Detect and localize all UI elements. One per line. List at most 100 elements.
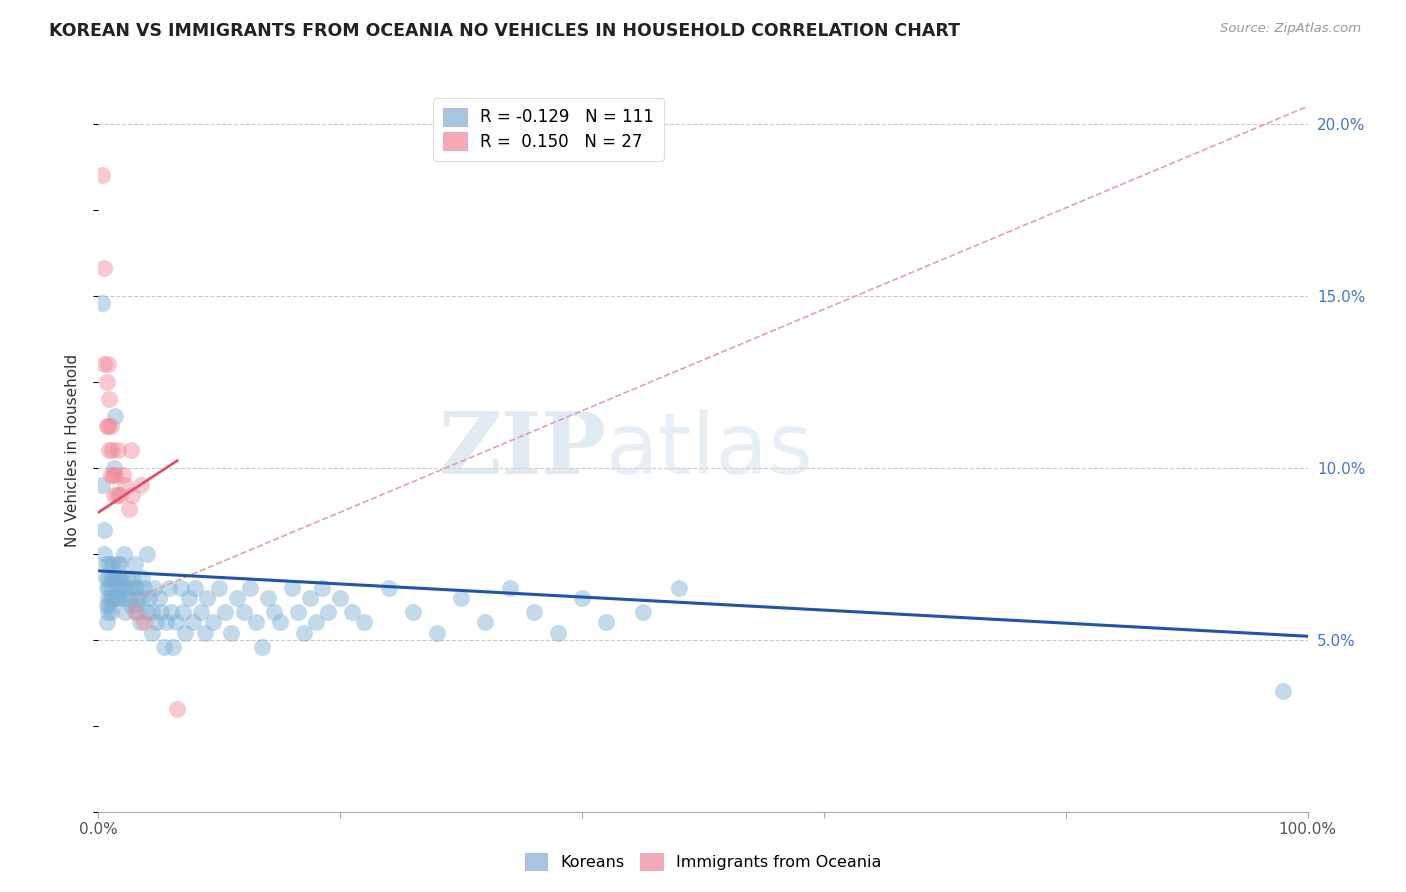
Point <box>287 605 309 619</box>
Point <box>103 571 125 585</box>
Point <box>103 460 125 475</box>
Point <box>166 701 188 715</box>
Point <box>571 591 593 606</box>
Point <box>98 443 121 458</box>
Point <box>245 615 267 630</box>
Point <box>98 392 121 406</box>
Point <box>118 502 141 516</box>
Point <box>202 615 225 630</box>
Point <box>1272 684 1295 698</box>
Point <box>145 615 167 630</box>
Point <box>214 605 236 619</box>
Point <box>121 488 143 502</box>
Point <box>631 605 654 619</box>
Text: Source: ZipAtlas.com: Source: ZipAtlas.com <box>1220 22 1361 36</box>
Point <box>292 625 315 640</box>
Point <box>226 591 249 606</box>
Point <box>138 591 160 606</box>
Point <box>281 581 304 595</box>
Point <box>124 581 146 595</box>
Point <box>97 419 120 434</box>
Point <box>93 261 115 276</box>
Point <box>127 605 149 619</box>
Point <box>377 581 399 595</box>
Point <box>150 605 173 619</box>
Point <box>97 571 120 585</box>
Point <box>128 615 150 630</box>
Point <box>498 581 520 595</box>
Point <box>110 571 132 585</box>
Point <box>157 581 180 595</box>
Point <box>97 591 120 606</box>
Point <box>135 605 157 619</box>
Point <box>127 581 149 595</box>
Point <box>117 571 139 585</box>
Point <box>111 467 134 482</box>
Point <box>96 599 118 613</box>
Point <box>194 625 217 640</box>
Point <box>316 605 339 619</box>
Point <box>141 605 163 619</box>
Point <box>129 478 152 492</box>
Point <box>474 615 496 630</box>
Point <box>98 581 121 595</box>
Point <box>120 599 142 613</box>
Point <box>100 419 122 434</box>
Point <box>94 557 117 571</box>
Point <box>127 591 149 606</box>
Point <box>108 557 131 571</box>
Point <box>91 295 114 310</box>
Point <box>121 571 143 585</box>
Point <box>103 488 125 502</box>
Point <box>114 478 136 492</box>
Legend: Koreans, Immigrants from Oceania: Koreans, Immigrants from Oceania <box>516 843 890 880</box>
Point <box>124 605 146 619</box>
Point <box>100 467 122 482</box>
Point <box>100 605 122 619</box>
Point <box>108 571 131 585</box>
Point <box>96 581 118 595</box>
Point <box>221 625 243 640</box>
Point <box>232 605 254 619</box>
Point <box>134 615 156 630</box>
Point <box>162 640 184 654</box>
Point <box>239 581 262 595</box>
Point <box>97 605 120 619</box>
Point <box>353 615 375 630</box>
Point <box>155 615 177 630</box>
Point <box>108 488 131 502</box>
Point <box>93 547 115 561</box>
Point <box>299 591 322 606</box>
Point <box>114 581 136 595</box>
Point <box>96 615 118 630</box>
Point <box>98 557 121 571</box>
Point <box>104 467 127 482</box>
Point <box>100 443 122 458</box>
Text: atlas: atlas <box>606 409 814 492</box>
Point <box>595 615 617 630</box>
Legend: R = -0.129   N = 111, R =  0.150   N = 27: R = -0.129 N = 111, R = 0.150 N = 27 <box>433 97 664 161</box>
Point <box>250 640 273 654</box>
Point <box>107 581 129 595</box>
Point <box>329 591 352 606</box>
Point <box>269 615 291 630</box>
Point <box>141 625 163 640</box>
Point <box>342 605 364 619</box>
Point <box>160 605 183 619</box>
Point <box>134 581 156 595</box>
Point <box>402 605 425 619</box>
Point <box>184 581 207 595</box>
Point <box>169 581 191 595</box>
Point <box>165 615 187 630</box>
Point <box>98 599 121 613</box>
Point <box>174 625 197 640</box>
Text: ZIP: ZIP <box>439 409 606 492</box>
Point <box>93 358 115 372</box>
Point <box>311 581 333 595</box>
Point <box>263 605 285 619</box>
Point <box>105 591 128 606</box>
Point <box>190 605 212 619</box>
Point <box>195 591 218 606</box>
Point <box>107 557 129 571</box>
Text: KOREAN VS IMMIGRANTS FROM OCEANIA NO VEHICLES IN HOUSEHOLD CORRELATION CHART: KOREAN VS IMMIGRANTS FROM OCEANIA NO VEH… <box>49 22 960 40</box>
